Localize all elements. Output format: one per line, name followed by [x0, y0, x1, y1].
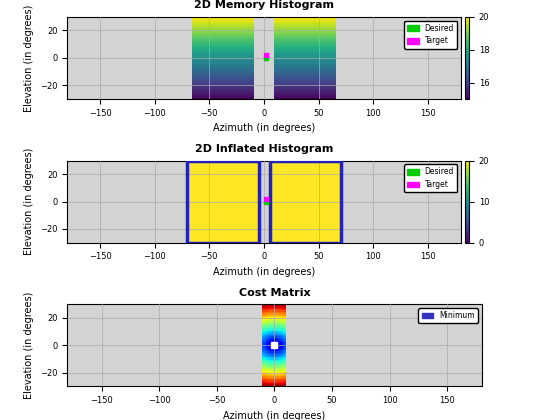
Legend: Minimum: Minimum: [418, 308, 478, 323]
X-axis label: Azimuth (in degrees): Azimuth (in degrees): [213, 123, 315, 133]
Y-axis label: Elevation (in degrees): Elevation (in degrees): [25, 148, 34, 255]
Y-axis label: Elevation (in degrees): Elevation (in degrees): [25, 4, 34, 112]
Title: 2D Memory Histogram: 2D Memory Histogram: [194, 0, 334, 10]
Title: Cost Matrix: Cost Matrix: [239, 288, 310, 298]
Legend: Desired, Target: Desired, Target: [404, 21, 457, 49]
Bar: [269, 160, 340, 243]
X-axis label: Azimuth (in degrees): Azimuth (in degrees): [223, 411, 325, 420]
X-axis label: Azimuth (in degrees): Azimuth (in degrees): [213, 267, 315, 277]
Legend: Desired, Target: Desired, Target: [404, 164, 457, 192]
Y-axis label: Elevation (in degrees): Elevation (in degrees): [25, 291, 34, 399]
Title: 2D Inflated Histogram: 2D Inflated Histogram: [195, 144, 333, 154]
Bar: [188, 160, 259, 243]
